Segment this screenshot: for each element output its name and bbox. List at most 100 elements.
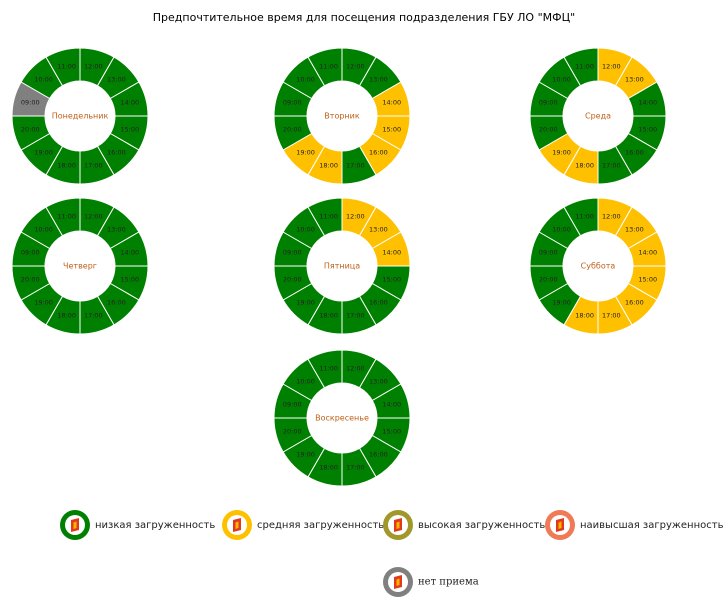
slot-segment xyxy=(563,197,599,237)
slot-label: 16:00 xyxy=(625,298,644,306)
slot-label: 19:00 xyxy=(552,298,571,306)
legend-item: низкая загруженность xyxy=(60,510,215,540)
slot-label: 10:00 xyxy=(552,226,571,234)
slot-label: 18:00 xyxy=(57,162,76,170)
day-donut: 12:00 13:00 14:00 15:00 16:00 17:00 18:00 19:00… xyxy=(11,47,149,185)
day-donut: 12:00 13:00 14:00 15:00 16:00 17:00 18:00 19:00… xyxy=(273,349,411,487)
slot-label: 14:00 xyxy=(638,99,657,107)
slot-label: 09:00 xyxy=(539,99,558,107)
slot-label: 18:00 xyxy=(319,312,338,320)
slot-label: 09:00 xyxy=(21,99,40,107)
slot-label: 11:00 xyxy=(57,212,76,220)
slot-label: 19:00 xyxy=(34,298,53,306)
slot-label: 09:00 xyxy=(283,99,302,107)
slot-label: 16:00 xyxy=(625,148,644,156)
slot-label: 20:00 xyxy=(539,275,558,283)
slot-label: 12:00 xyxy=(84,62,103,70)
slot-label: 19:00 xyxy=(34,148,53,156)
slot-label: 15:00 xyxy=(382,275,401,283)
slot-label: 10:00 xyxy=(296,378,315,386)
slot-label: 09:00 xyxy=(283,401,302,409)
legend-item: высокая загруженность xyxy=(383,510,545,540)
day-donut: 12:00 13:00 14:00 15:00 16:00 17:00 18:00 19:00… xyxy=(273,197,411,335)
legend-label: нет приема xyxy=(418,577,479,588)
slot-label: 18:00 xyxy=(319,464,338,472)
slot-label: 11:00 xyxy=(575,62,594,70)
slot-label: 10:00 xyxy=(296,226,315,234)
slot-label: 16:00 xyxy=(107,148,126,156)
slot-label: 15:00 xyxy=(638,125,657,133)
slot-label: 13:00 xyxy=(107,226,126,234)
slot-label: 11:00 xyxy=(319,364,338,372)
slot-label: 14:00 xyxy=(382,249,401,257)
slot-label: 20:00 xyxy=(283,125,302,133)
slot-label: 16:00 xyxy=(369,450,388,458)
slot-label: 15:00 xyxy=(638,275,657,283)
slot-label: 14:00 xyxy=(382,99,401,107)
slot-label: 11:00 xyxy=(57,62,76,70)
slot-label: 13:00 xyxy=(369,76,388,84)
slot-label: 14:00 xyxy=(382,401,401,409)
day-donut: 12:00 13:00 14:00 15:00 16:00 17:00 18:00 19:00… xyxy=(273,47,411,185)
legend-logo-inner xyxy=(73,521,77,529)
slot-label: 11:00 xyxy=(319,212,338,220)
slot-label: 15:00 xyxy=(382,427,401,435)
slot-label: 20:00 xyxy=(21,275,40,283)
day-label: Вторник xyxy=(324,112,360,121)
slot-label: 10:00 xyxy=(552,76,571,84)
slot-label: 15:00 xyxy=(120,125,139,133)
slot-label: 19:00 xyxy=(552,148,571,156)
legend-label: наивысшая загруженность xyxy=(580,520,724,531)
slot-label: 17:00 xyxy=(84,312,103,320)
slot-label: 15:00 xyxy=(120,275,139,283)
slot-label: 09:00 xyxy=(21,249,40,257)
slot-label: 18:00 xyxy=(319,162,338,170)
day-label: Воскресенье xyxy=(315,414,369,423)
slot-label: 18:00 xyxy=(575,162,594,170)
legend-label: высокая загруженность xyxy=(418,520,545,531)
slot-label: 11:00 xyxy=(575,212,594,220)
day-label: Пятница xyxy=(324,262,360,271)
slot-segment xyxy=(45,47,81,87)
day-donut: 12:00 13:00 14:00 15:00 16:00 17:00 18:00 19:00… xyxy=(11,197,149,335)
slot-label: 18:00 xyxy=(57,312,76,320)
slot-label: 17:00 xyxy=(346,162,365,170)
slot-label: 14:00 xyxy=(120,99,139,107)
slot-label: 13:00 xyxy=(369,226,388,234)
slot-label: 12:00 xyxy=(346,364,365,372)
day-donut: 12:00 13:00 14:00 15:00 16:00 17:00 18:00 19:00… xyxy=(529,47,667,185)
slot-label: 19:00 xyxy=(296,450,315,458)
legend-item: нет приема xyxy=(383,567,479,597)
day-donut: 12:00 13:00 14:00 15:00 16:00 17:00 18:00 19:00… xyxy=(529,197,667,335)
slot-label: 20:00 xyxy=(21,125,40,133)
slot-label: 09:00 xyxy=(539,249,558,257)
slot-label: 12:00 xyxy=(602,212,621,220)
slot-label: 13:00 xyxy=(107,76,126,84)
slot-label: 20:00 xyxy=(283,427,302,435)
slot-label: 10:00 xyxy=(34,76,53,84)
slot-label: 13:00 xyxy=(625,226,644,234)
slot-label: 17:00 xyxy=(84,162,103,170)
legend-label: средняя загруженность xyxy=(257,520,384,531)
slot-label: 20:00 xyxy=(539,125,558,133)
slot-segment xyxy=(307,349,343,389)
page-title: Предпочтительное время для посещения под… xyxy=(153,11,575,24)
slot-label: 19:00 xyxy=(296,298,315,306)
day-label: Среда xyxy=(585,112,611,121)
slot-label: 19:00 xyxy=(296,148,315,156)
slot-label: 17:00 xyxy=(602,162,621,170)
legend-logo-inner xyxy=(396,578,400,586)
slot-label: 12:00 xyxy=(346,212,365,220)
slot-label: 18:00 xyxy=(575,312,594,320)
slot-label: 10:00 xyxy=(34,226,53,234)
slot-segment xyxy=(563,47,599,87)
day-label: Понедельник xyxy=(52,112,109,121)
slot-label: 12:00 xyxy=(84,212,103,220)
slot-label: 13:00 xyxy=(625,76,644,84)
slot-label: 12:00 xyxy=(346,62,365,70)
day-label: Четверг xyxy=(63,262,97,271)
slot-label: 10:00 xyxy=(296,76,315,84)
legend-logo-inner xyxy=(396,521,400,529)
slot-segment xyxy=(307,197,343,237)
slot-label: 09:00 xyxy=(283,249,302,257)
